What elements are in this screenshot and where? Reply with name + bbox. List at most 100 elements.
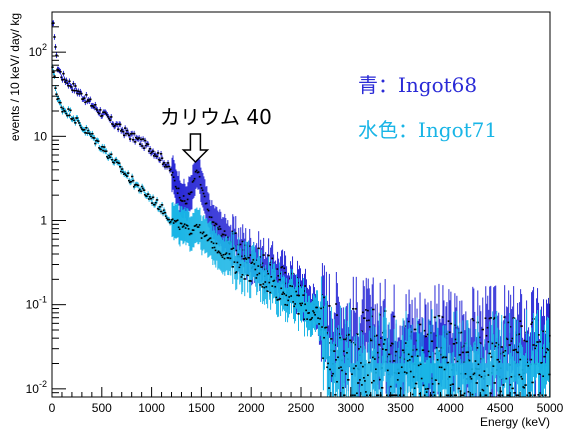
y-tick-label: 10-2 — [26, 379, 47, 396]
series-1-point — [304, 285, 307, 287]
series-2-point — [255, 277, 258, 279]
series-2-point — [230, 248, 233, 250]
series-2-point — [422, 384, 426, 387]
series-1-point — [207, 209, 211, 212]
series-2-point — [416, 355, 420, 357]
series-2-point — [436, 359, 440, 361]
series-1-point — [95, 108, 98, 110]
series-2-point — [154, 201, 158, 204]
series-2-point — [80, 126, 83, 129]
series-2-point — [502, 384, 505, 386]
series-2-point — [297, 313, 300, 315]
series-1-point — [424, 335, 428, 338]
series-2-point — [450, 394, 454, 397]
series-1-point — [162, 162, 166, 164]
series-2-point — [77, 120, 80, 122]
series-2-point — [244, 257, 247, 259]
series-1-point — [87, 99, 90, 101]
series-1-point — [75, 89, 78, 92]
x-tick-label: 4500 — [487, 401, 514, 415]
series-2-point — [71, 118, 74, 121]
series-2-point — [330, 338, 333, 340]
series-1-point — [54, 46, 57, 48]
series-1-point — [437, 315, 441, 317]
series-1-point — [82, 98, 85, 101]
x-tick-label: 3500 — [387, 401, 414, 415]
series-2-point — [184, 227, 188, 229]
series-1-point — [505, 337, 508, 340]
series-1-point — [369, 326, 372, 328]
series-1-point — [338, 333, 341, 335]
series-2-point — [235, 271, 238, 273]
series-2-point — [485, 394, 488, 397]
series-2-point — [329, 368, 332, 371]
series-2-point — [537, 394, 540, 396]
series-1-point — [269, 263, 272, 266]
series-2-point — [177, 226, 181, 229]
series-1-point — [389, 344, 393, 347]
series-1-point — [262, 254, 265, 256]
series-2-point — [73, 119, 76, 122]
series-2-point — [320, 307, 323, 310]
series-2-point — [395, 394, 399, 397]
series-2-point — [303, 318, 306, 321]
series-1-point — [507, 321, 510, 324]
series-1-point — [518, 333, 521, 335]
series-1-point — [85, 94, 88, 96]
series-1-point — [92, 105, 95, 107]
series-2-point — [121, 168, 124, 170]
series-2-point — [482, 389, 485, 392]
series-1-point — [170, 174, 174, 176]
series-2-point — [254, 268, 257, 271]
series-2-point — [233, 261, 236, 263]
series-1-point — [261, 262, 264, 265]
series-2-point — [430, 340, 434, 343]
series-1-point — [277, 275, 280, 277]
series-2-point — [339, 336, 342, 339]
series-1-point — [223, 230, 227, 232]
series-1-point — [128, 138, 132, 140]
series-1-point — [152, 155, 156, 157]
series-1-point — [98, 112, 101, 115]
series-2-point — [142, 189, 146, 192]
series-2-point — [428, 356, 432, 358]
series-2-point — [332, 372, 335, 375]
series-2-point — [186, 225, 190, 227]
series-2-point — [505, 377, 508, 380]
series-1-point — [485, 334, 488, 337]
series-1-point — [462, 345, 466, 347]
series-2-point — [260, 266, 263, 268]
series-2-point — [508, 344, 511, 346]
series-2-point — [238, 266, 241, 269]
series-2-point — [143, 193, 147, 196]
series-2-point — [536, 341, 539, 343]
series-2-point — [239, 264, 242, 266]
series-2-point — [291, 285, 294, 288]
series-2-point — [295, 290, 298, 293]
series-2-point — [250, 262, 253, 264]
series-2-point — [313, 311, 316, 314]
series-1-point — [537, 334, 540, 336]
series-1-point — [182, 195, 186, 197]
series-2-point — [241, 273, 244, 276]
series-1-point — [267, 254, 270, 257]
series-2-point — [242, 258, 245, 260]
series-1-point — [163, 165, 167, 168]
series-2-point — [335, 359, 338, 361]
series-2-point — [72, 117, 75, 120]
series-1-point — [411, 349, 415, 351]
series-1-point — [303, 290, 306, 292]
series-1-point — [430, 377, 434, 380]
series-2-point — [273, 279, 276, 282]
series-2-point — [181, 226, 185, 228]
series-2-point — [343, 394, 346, 397]
series-2-point — [274, 285, 277, 288]
y-tick-label: 102 — [29, 42, 47, 59]
series-2-point — [192, 229, 196, 232]
series-1-point — [153, 153, 157, 155]
series-1-point — [266, 270, 269, 272]
series-2-point — [180, 222, 184, 225]
series-1-point — [335, 303, 338, 305]
series-1-point — [441, 316, 445, 318]
series-2-point — [163, 211, 167, 214]
